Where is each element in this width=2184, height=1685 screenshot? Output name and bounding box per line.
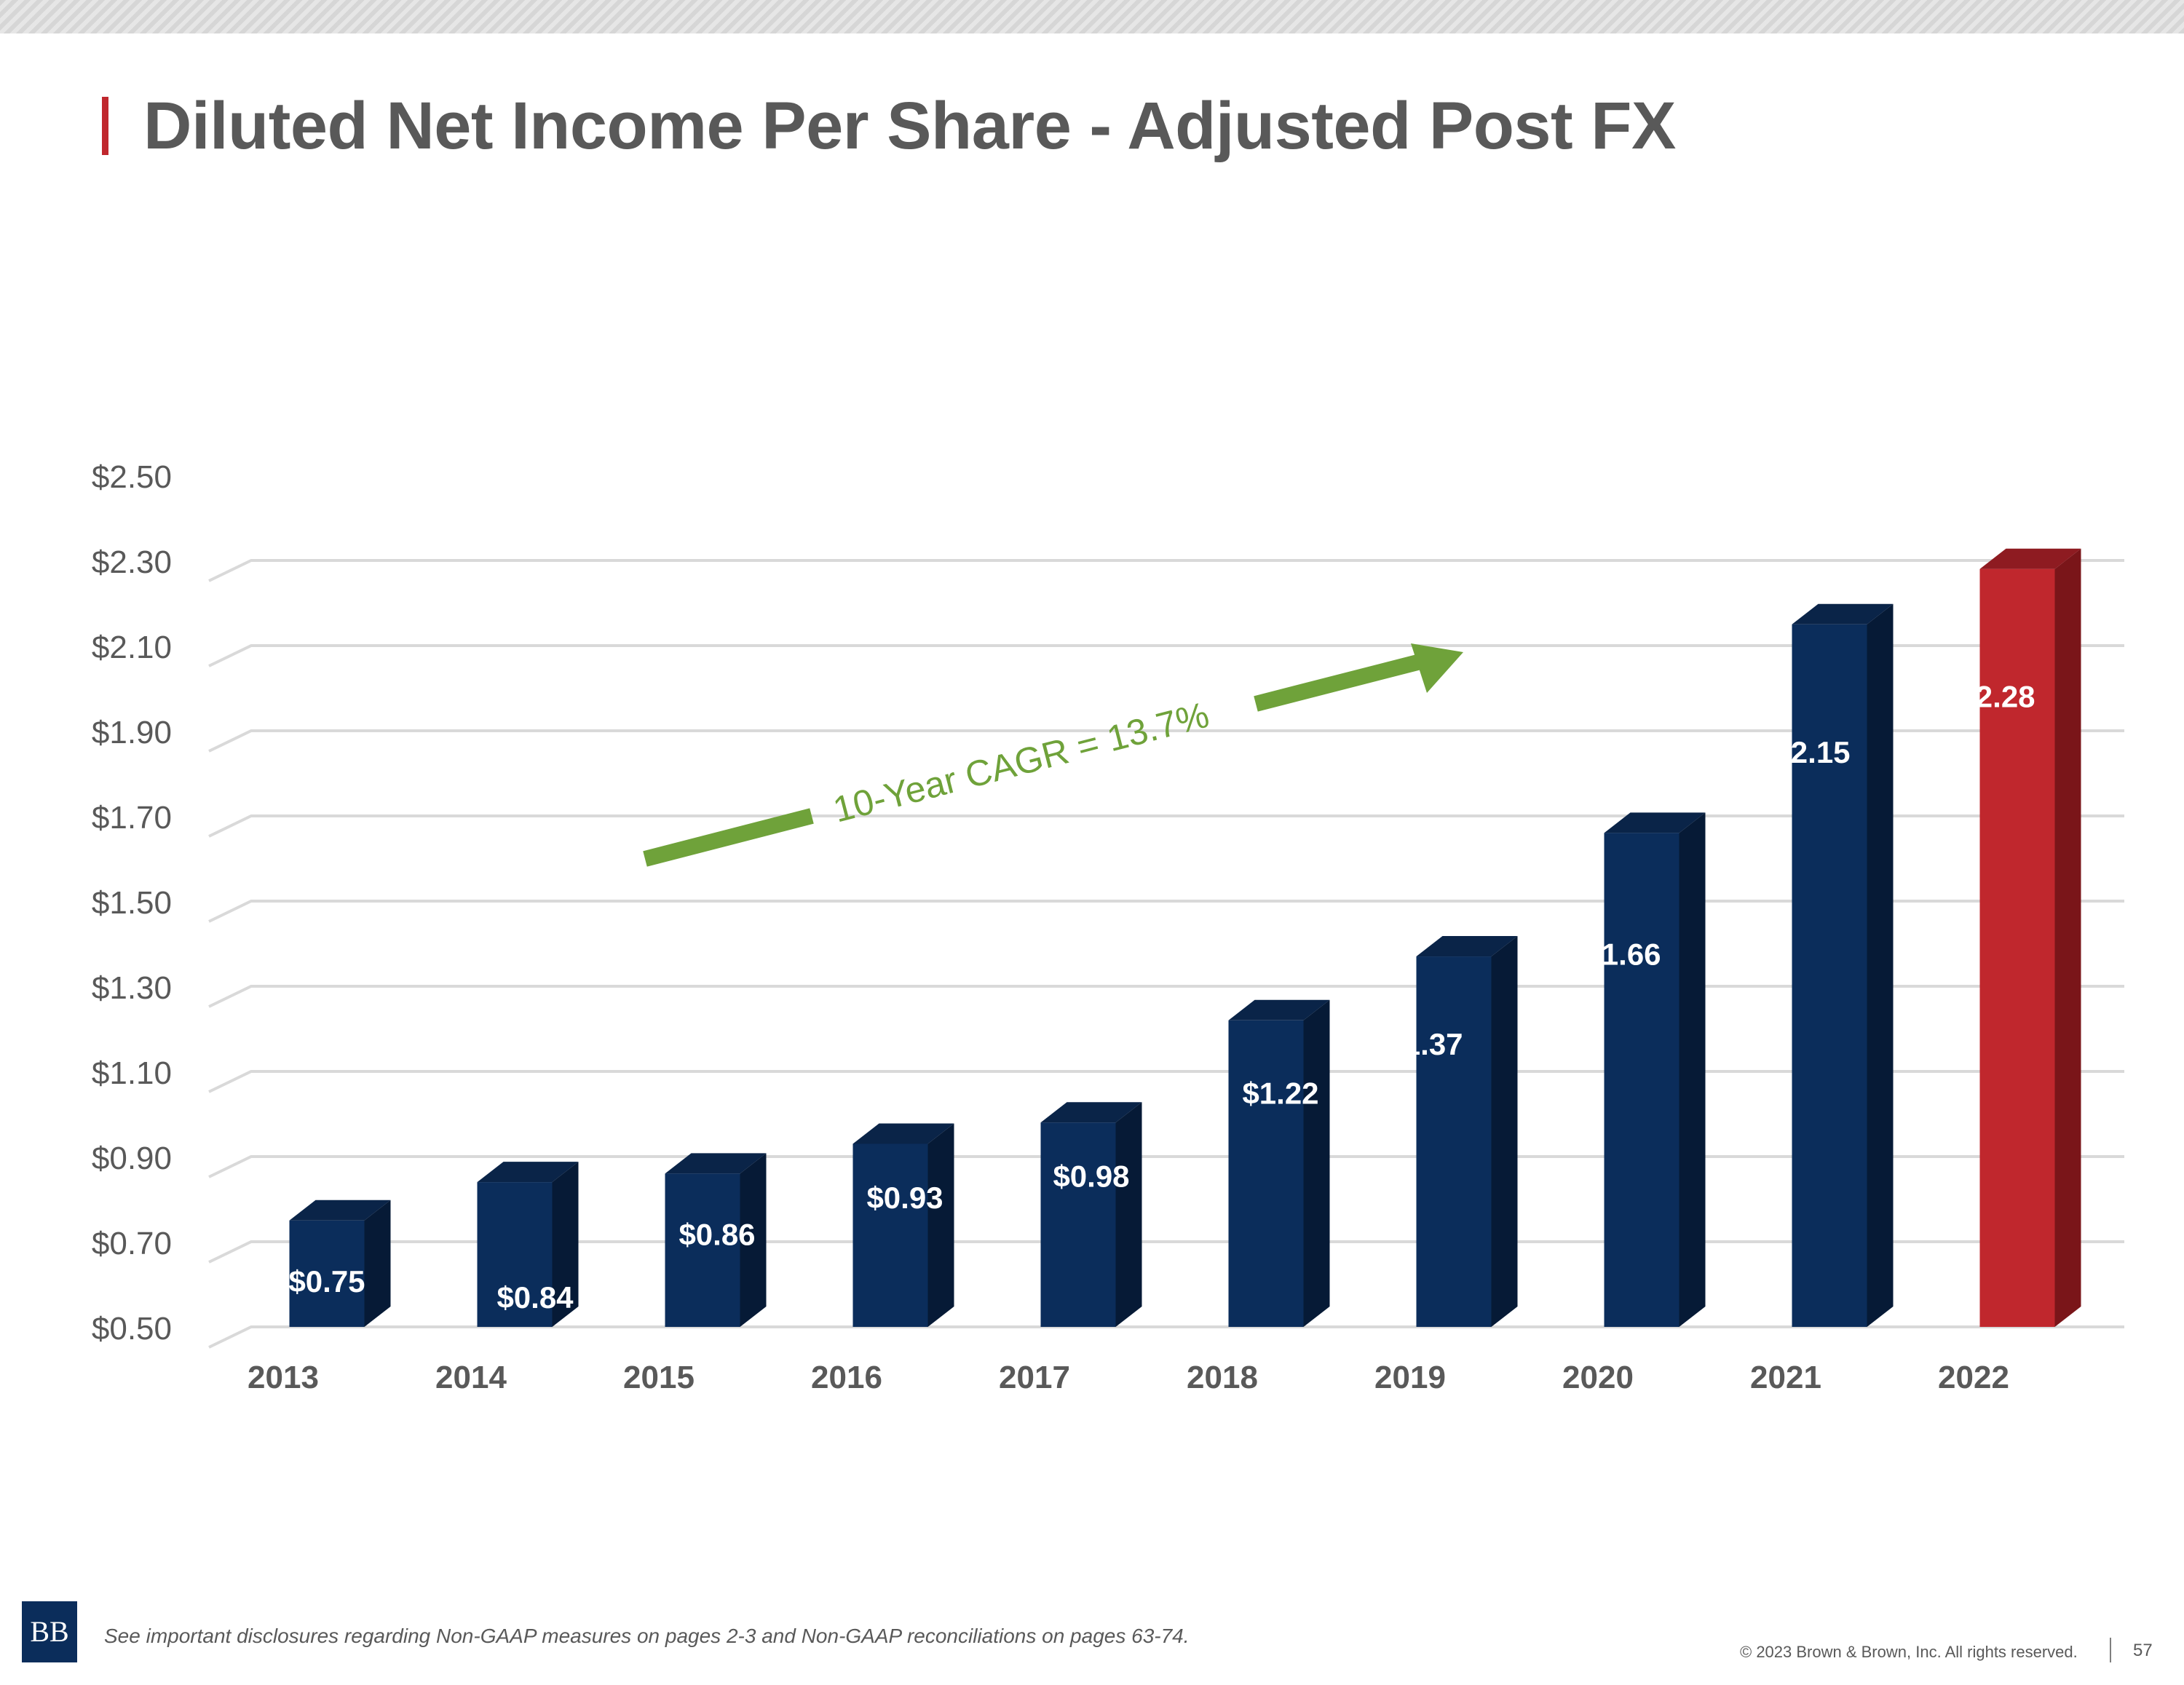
y-tick-label: $1.90 bbox=[92, 715, 172, 750]
bar bbox=[1416, 956, 1492, 1327]
gridline bbox=[208, 729, 2124, 753]
bar-side bbox=[1867, 603, 1894, 1327]
bar-side bbox=[1115, 1102, 1142, 1327]
bar-top bbox=[477, 1162, 579, 1183]
title-accent-bar bbox=[102, 97, 108, 155]
data-label: $0.98 bbox=[1053, 1159, 1129, 1193]
y-tick-label: $0.50 bbox=[92, 1311, 172, 1347]
y-tick-label: $1.50 bbox=[92, 885, 172, 921]
gridline bbox=[208, 814, 2124, 838]
bar bbox=[1792, 624, 1867, 1327]
bar bbox=[289, 1220, 365, 1327]
y-tick-label: $2.50 bbox=[92, 459, 172, 495]
data-label: $0.84 bbox=[496, 1280, 574, 1315]
x-tick-label: 2016 bbox=[811, 1360, 882, 1395]
bar bbox=[477, 1182, 553, 1327]
data-label: $0.86 bbox=[678, 1217, 755, 1251]
gridline bbox=[208, 644, 2124, 667]
x-tick-label: 2014 bbox=[435, 1360, 507, 1395]
data-label: $1.37 bbox=[1386, 1027, 1463, 1061]
bar bbox=[852, 1143, 928, 1327]
bar-side bbox=[364, 1200, 391, 1327]
bar-top bbox=[665, 1153, 767, 1174]
bar-side bbox=[1303, 999, 1330, 1327]
cagr-arrow-head bbox=[1411, 643, 1463, 693]
cagr-label: 10-Year CAGR = 13.7% bbox=[829, 694, 1214, 830]
cagr-arrow-left-segment bbox=[643, 808, 814, 867]
title-block: Diluted Net Income Per Share - Adjusted … bbox=[102, 86, 1676, 166]
bar-side bbox=[1491, 936, 1518, 1327]
x-tick-label: 2013 bbox=[248, 1360, 319, 1395]
x-axis-ticks: 2013 2014 2015 2016 2017 2018 2019 2020 2021 2022 bbox=[248, 1360, 2009, 1395]
gridline bbox=[208, 1325, 2124, 1349]
bar bbox=[1228, 1020, 1304, 1327]
page-title: Diluted Net Income Per Share - Adjusted … bbox=[143, 88, 1676, 163]
gridline bbox=[208, 559, 2124, 582]
bar-top bbox=[1416, 936, 1518, 957]
y-tick-label: $2.10 bbox=[92, 630, 172, 665]
copyright-text: © 2023 Brown & Brown, Inc. All rights re… bbox=[1740, 1643, 2078, 1661]
x-tick-label: 2020 bbox=[1562, 1360, 1634, 1395]
bar-top bbox=[289, 1200, 391, 1221]
data-label: $0.75 bbox=[288, 1264, 365, 1299]
page-number-divider bbox=[2110, 1638, 2111, 1662]
x-tick-label: 2022 bbox=[1938, 1360, 2009, 1395]
y-tick-label: $2.30 bbox=[92, 544, 172, 580]
bar bbox=[1040, 1122, 1116, 1327]
bar-top bbox=[1604, 812, 1706, 833]
x-tick-label: 2021 bbox=[1750, 1360, 1821, 1395]
bar-side bbox=[1679, 812, 1706, 1327]
x-tick-label: 2017 bbox=[999, 1360, 1070, 1395]
y-tick-label: $1.10 bbox=[92, 1055, 172, 1091]
y-tick-label: $0.70 bbox=[92, 1226, 172, 1261]
bar-side bbox=[2054, 548, 2081, 1328]
top-pattern-band bbox=[0, 0, 2184, 33]
bar-side bbox=[740, 1153, 767, 1327]
bar-top bbox=[1792, 603, 1894, 625]
x-tick-label: 2015 bbox=[623, 1360, 695, 1395]
data-label: $2.28 bbox=[1958, 680, 2035, 714]
y-tick-label: $0.90 bbox=[92, 1141, 172, 1176]
bar-top bbox=[852, 1123, 954, 1144]
bar bbox=[1604, 833, 1679, 1327]
bar-top bbox=[1228, 999, 1330, 1020]
y-tick-label: $1.70 bbox=[92, 800, 172, 836]
x-tick-label: 2019 bbox=[1374, 1360, 1446, 1395]
company-logo: BB bbox=[22, 1601, 77, 1662]
cagr-annotation: 10-Year CAGR = 13.7% bbox=[643, 643, 1463, 867]
bar-top bbox=[1040, 1102, 1142, 1123]
bar-side bbox=[927, 1123, 954, 1327]
disclosure-text: See important disclosures regarding Non-… bbox=[104, 1625, 1190, 1647]
y-tick-label: $1.30 bbox=[92, 970, 172, 1006]
cagr-arrow-right-segment bbox=[1254, 653, 1425, 712]
gridline bbox=[208, 900, 2124, 923]
bars: $0.75 $0.84 $0.86 $0.93 $0.98 $1.22 $1.37 $1.66… bbox=[288, 548, 2081, 1328]
x-tick-label: 2018 bbox=[1187, 1360, 1258, 1395]
bar bbox=[1979, 568, 2055, 1328]
data-label: $1.66 bbox=[1584, 937, 1661, 971]
bar bbox=[665, 1173, 740, 1327]
bar-top bbox=[1979, 548, 2081, 569]
data-label: $1.22 bbox=[1242, 1077, 1318, 1111]
bar-side bbox=[552, 1162, 579, 1327]
data-label: $2.15 bbox=[1773, 735, 1850, 769]
data-label: $0.93 bbox=[866, 1181, 943, 1215]
page-number: 57 bbox=[2133, 1641, 2153, 1660]
y-axis-ticks: $0.50 $0.70 $0.90 $1.10 $1.30 $1.50 $1.70 $1.90… bbox=[92, 459, 172, 1347]
